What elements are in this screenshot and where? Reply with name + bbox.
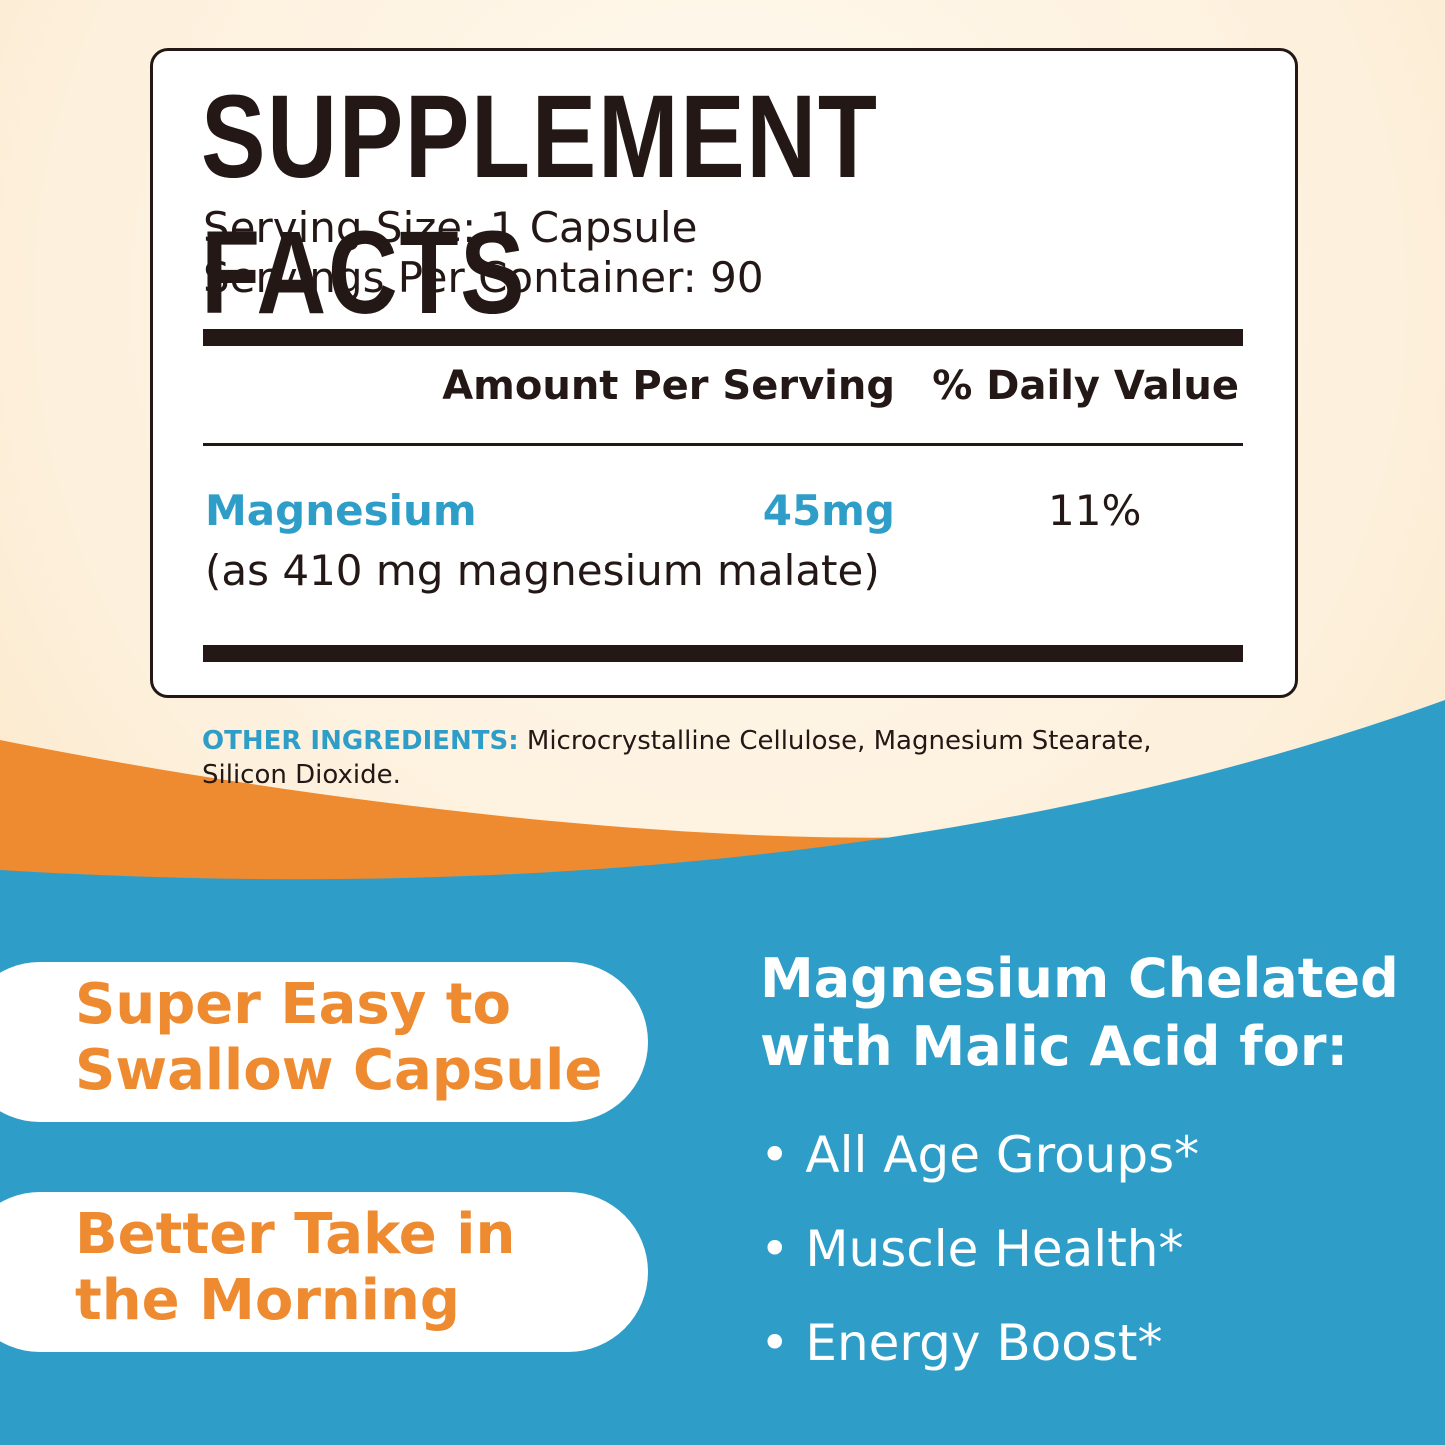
benefit-text: Energy Boost* <box>805 1314 1163 1372</box>
rule <box>203 329 1243 346</box>
pill-line: Better Take in <box>75 1202 516 1267</box>
pill-text: Better Take in the Morning <box>75 1202 515 1334</box>
heading-line: with Malic Acid for: <box>760 1015 1349 1078</box>
rule <box>203 645 1243 662</box>
pill <box>0 1192 648 1352</box>
servings: Servings Per Container: 90 <box>203 253 764 302</box>
ingredient-amount: 45mg <box>762 486 895 535</box>
pill-text: Super Easy to Swallow Capsule <box>75 972 602 1104</box>
benefits-list: • All Age Groups* • Muscle Health* • Ene… <box>760 1108 1199 1390</box>
other-ingredients: OTHER INGREDIENTS: Microcrystalline Cell… <box>202 724 1152 792</box>
heading-line: Magnesium Chelated <box>760 947 1399 1010</box>
ingredient-name: Magnesium <box>205 486 477 535</box>
facts-panel: SUPPLEMENT FACTS Serving Size: 1 Capsule… <box>150 48 1298 698</box>
benefit: • Energy Boost* <box>760 1314 1163 1372</box>
benefits-heading: Magnesium Chelated with Malic Acid for: <box>760 945 1399 1081</box>
facts-title: SUPPLEMENT FACTS <box>201 71 879 339</box>
benefit: • Muscle Health* <box>760 1220 1184 1278</box>
pill <box>0 962 648 1122</box>
pill-line: Super Easy to <box>75 972 511 1037</box>
benefit-text: Muscle Health* <box>805 1220 1184 1278</box>
dv-header: % Daily Value <box>932 363 1239 409</box>
other-text: Microcrystalline Cellulose, Magnesium St… <box>526 726 1152 756</box>
serving-size: Serving Size: 1 Capsule <box>203 203 698 252</box>
other-text: Silicon Dioxide. <box>202 760 401 790</box>
pill-line: Swallow Capsule <box>75 1038 603 1103</box>
rule <box>203 443 1243 446</box>
pill-line: the Morning <box>75 1268 460 1333</box>
amount-header: Amount Per Serving <box>442 363 895 409</box>
benefit: • All Age Groups* <box>760 1126 1200 1184</box>
other-label: OTHER INGREDIENTS: <box>202 726 519 756</box>
ingredient-note: (as 410 mg magnesium malate) <box>205 546 880 595</box>
ingredient-dv: 11% <box>1048 486 1142 535</box>
benefit-text: All Age Groups* <box>805 1126 1200 1184</box>
